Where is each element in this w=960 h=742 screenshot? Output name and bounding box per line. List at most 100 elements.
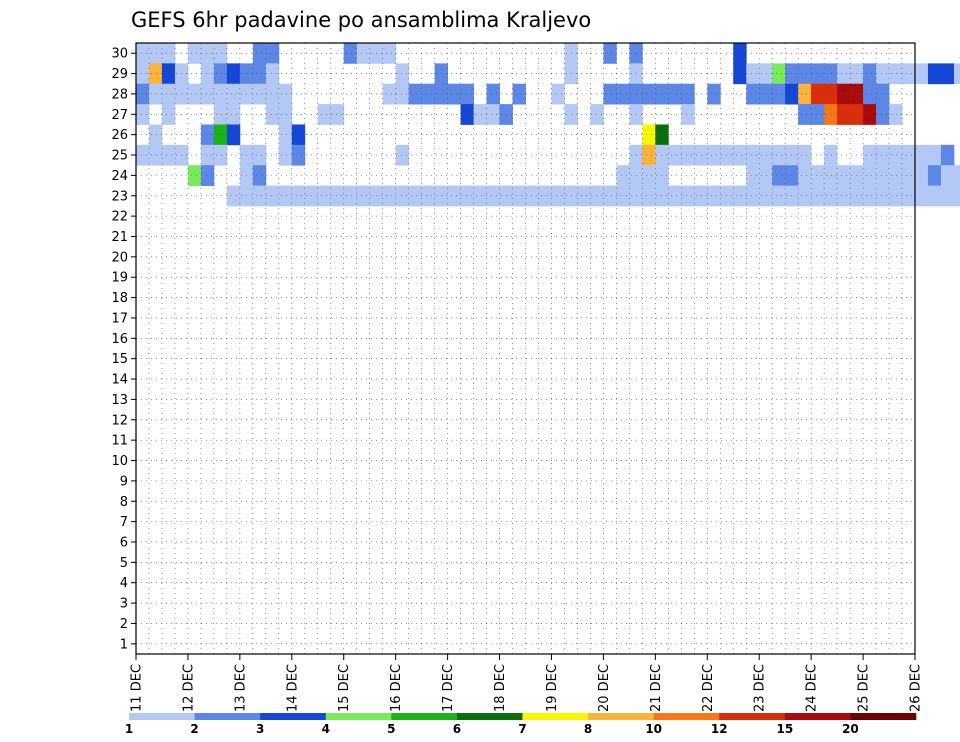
y-tick-label: 16 <box>111 332 128 347</box>
heatmap-cell <box>148 144 163 166</box>
heatmap-cell <box>148 124 163 146</box>
heatmap-cell <box>603 185 617 207</box>
heatmap-cell <box>876 83 890 105</box>
heatmap-cell <box>343 43 358 64</box>
heatmap-cell <box>291 185 306 207</box>
heatmap-cell <box>161 104 176 125</box>
heatmap-cell <box>590 104 604 125</box>
x-tick-label: 20 DEC <box>597 664 612 712</box>
heatmap-cell <box>460 104 474 125</box>
heatmap-cell <box>772 63 786 85</box>
y-tick-label: 23 <box>111 189 128 204</box>
x-tick-label: 19 DEC <box>545 664 560 712</box>
heatmap-cell <box>824 144 838 166</box>
heatmap-cell <box>746 83 760 105</box>
x-tick-label: 16 DEC <box>389 664 404 712</box>
heatmap-cell <box>226 185 241 207</box>
heatmap-cell <box>798 165 812 186</box>
heatmap-cell <box>655 124 669 146</box>
y-tick-label: 29 <box>111 67 128 82</box>
heatmap-cell <box>330 185 345 207</box>
colorbar-swatch <box>456 713 523 720</box>
heatmap-cell <box>226 104 241 125</box>
heatmap-cell <box>291 124 306 146</box>
heatmap-cell <box>200 43 215 64</box>
y-tick-label: 2 <box>120 617 128 632</box>
heatmap-cell <box>837 185 851 207</box>
heatmap-cell <box>161 144 176 166</box>
heatmap-cell <box>136 43 150 64</box>
heatmap-cells <box>136 43 960 207</box>
colorbar-label: 12 <box>711 722 728 736</box>
heatmap-cell <box>252 83 267 105</box>
heatmap-cell <box>863 144 877 166</box>
heatmap-cell <box>525 185 539 207</box>
heatmap-cell <box>395 185 410 207</box>
heatmap-cell <box>889 104 903 125</box>
heatmap-cell <box>902 144 916 166</box>
colorbar-swatch <box>522 713 589 720</box>
heatmap-cell <box>616 83 630 105</box>
heatmap-cell <box>317 104 332 125</box>
colorbar-swatch <box>194 713 261 720</box>
heatmap-cell <box>551 83 565 105</box>
heatmap-cell <box>486 185 500 207</box>
y-tick-label: 18 <box>111 291 128 306</box>
x-tick-label: 17 DEC <box>441 664 456 712</box>
heatmap-cell <box>265 185 280 207</box>
x-tick-label: 12 DEC <box>181 664 196 712</box>
heatmap-cell <box>603 83 617 105</box>
heatmap-cell <box>213 83 228 105</box>
colorbar-label: 20 <box>842 722 859 736</box>
heatmap-cell <box>226 63 241 85</box>
heatmap-cell <box>953 185 960 207</box>
heatmap-cell <box>252 43 267 64</box>
y-tick-label: 30 <box>111 47 128 62</box>
heatmap-cell <box>343 185 358 207</box>
heatmap-cell <box>824 104 838 125</box>
heatmap-cell <box>889 144 903 166</box>
heatmap-cell <box>460 185 474 207</box>
colorbar-label: 4 <box>322 722 330 736</box>
heatmap-cell <box>733 185 747 207</box>
y-tick-label: 27 <box>111 108 128 123</box>
heatmap-cell <box>136 63 150 85</box>
heatmap-cell <box>811 185 825 207</box>
heatmap-cell <box>278 124 293 146</box>
heatmap-cell <box>408 185 423 207</box>
heatmap-cell <box>213 144 228 166</box>
heatmap-cell <box>915 63 929 85</box>
colorbar-swatch <box>784 713 851 720</box>
heatmap-cell <box>486 104 500 125</box>
heatmap-cell <box>668 83 682 105</box>
heatmap-cell <box>824 83 838 105</box>
heatmap-cell <box>681 185 695 207</box>
heatmap-cell <box>161 63 176 85</box>
colorbar-label: 8 <box>584 722 592 736</box>
colorbar-label: 7 <box>518 722 526 736</box>
heatmap-cell <box>746 63 760 85</box>
colorbar-label: 3 <box>256 722 264 736</box>
heatmap-cell <box>642 124 656 146</box>
heatmap-cell <box>811 83 825 105</box>
y-tick-label: 21 <box>111 230 128 245</box>
colorbar-swatch <box>325 713 392 720</box>
heatmap-cell <box>733 43 747 64</box>
heatmap-cell <box>824 63 838 85</box>
heatmap-cell <box>642 83 656 105</box>
x-tick-label: 24 DEC <box>805 664 820 712</box>
x-tick-label: 22 DEC <box>701 664 716 712</box>
heatmap-cell <box>759 185 773 207</box>
grid-lines <box>135 43 916 654</box>
heatmap-cell <box>759 63 773 85</box>
heatmap-cell <box>863 83 877 105</box>
heatmap-cell <box>577 185 591 207</box>
heatmap-cell <box>187 165 202 186</box>
heatmap-cell <box>733 144 747 166</box>
y-tick-label: 14 <box>111 373 128 388</box>
heatmap-cell <box>759 83 773 105</box>
heatmap-cell <box>136 104 150 125</box>
y-axis: 3029282726252423222120191817161514131211… <box>111 47 136 652</box>
heatmap-cell <box>811 63 825 85</box>
heatmap-cell <box>382 83 397 105</box>
